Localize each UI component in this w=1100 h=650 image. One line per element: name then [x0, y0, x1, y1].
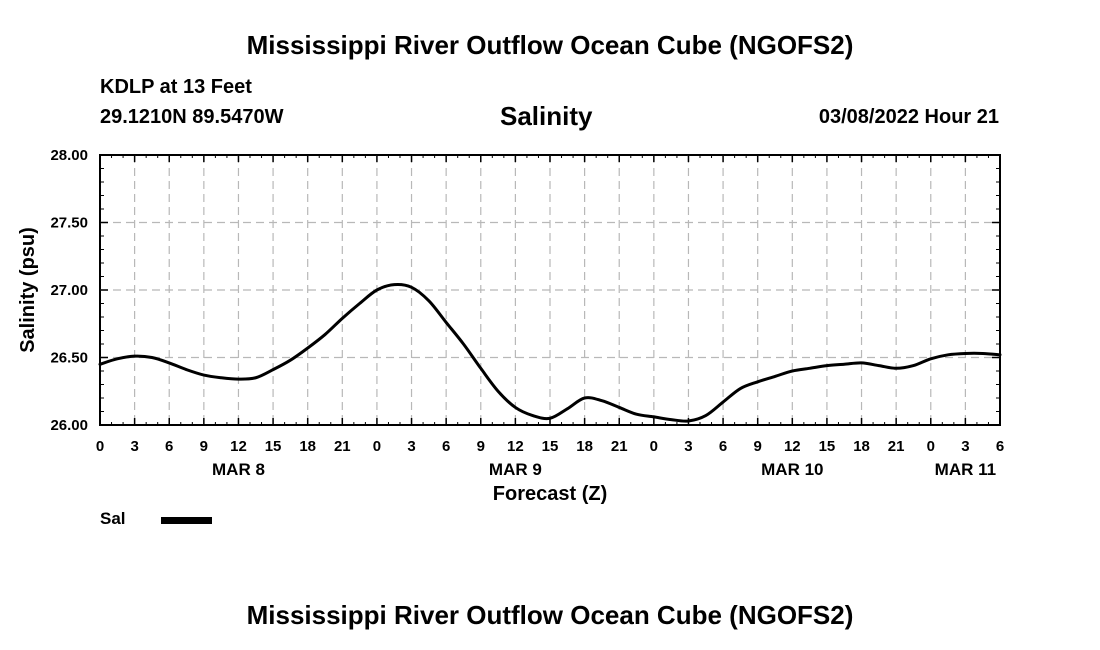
date-label: MAR 11 — [935, 460, 996, 479]
x-tick-label: 3 — [684, 438, 692, 455]
y-tick-label: 27.00 — [50, 282, 88, 299]
date-label: MAR 10 — [761, 460, 823, 479]
legend-line-swatch — [161, 517, 212, 524]
x-tick-label: 18 — [853, 438, 870, 455]
x-tick-label: 18 — [576, 438, 593, 455]
x-tick-label: 0 — [373, 438, 381, 455]
x-tick-label: 9 — [477, 438, 485, 455]
tick-layer — [99, 154, 1001, 426]
legend-label: Sal — [100, 509, 126, 528]
x-tick-label: 21 — [611, 438, 628, 455]
station-label: KDLP at 13 Feet — [100, 76, 252, 98]
x-tick-label: 0 — [96, 438, 104, 455]
x-tick-label: 3 — [130, 438, 138, 455]
x-tick-label: 9 — [200, 438, 208, 455]
x-tick-label: 21 — [888, 438, 905, 455]
x-tick-label: 3 — [407, 438, 415, 455]
x-tick-label: 15 — [819, 438, 836, 455]
y-tick-label: 26.00 — [50, 417, 88, 434]
x-tick-label: 15 — [542, 438, 559, 455]
axis-labels-layer: 0 3 6 9 12 15 18 21 0 3 6 9 12 15 18 21 0 3 6 9 12 15 18 21 0 3 6 2… — [50, 147, 1004, 479]
x-tick-label: 6 — [719, 438, 727, 455]
x-tick-label: 9 — [754, 438, 762, 455]
x-tick-label: 6 — [996, 438, 1004, 455]
x-tick-label: 3 — [961, 438, 969, 455]
x-tick-label: 12 — [230, 438, 247, 455]
y-axis-label: Salinity (psu) — [17, 227, 39, 353]
y-tick-label: 27.50 — [50, 215, 88, 232]
x-tick-label: 21 — [334, 438, 351, 455]
x-axis-label: Forecast (Z) — [493, 483, 607, 505]
x-tick-label: 0 — [927, 438, 935, 455]
y-tick-label: 28.00 — [50, 147, 88, 164]
x-tick-label: 6 — [165, 438, 173, 455]
y-tick-label: 26.50 — [50, 350, 88, 367]
x-tick-label: 12 — [784, 438, 801, 455]
forecast-timestamp: 03/08/2022 Hour 21 — [818, 106, 999, 128]
chart-title-bottom: Mississippi River Outflow Ocean Cube (NG… — [246, 600, 854, 630]
x-tick-label: 6 — [442, 438, 450, 455]
station-coordinates: 29.1210N 89.5470W — [100, 106, 284, 128]
chart-title-top: Mississippi River Outflow Ocean Cube (NG… — [246, 30, 854, 60]
x-tick-label: 15 — [265, 438, 282, 455]
x-tick-label: 0 — [650, 438, 658, 455]
x-tick-label: 12 — [507, 438, 524, 455]
variable-title: Salinity — [500, 101, 593, 131]
grid-layer — [100, 155, 1000, 425]
date-label: MAR 9 — [489, 460, 542, 479]
date-label: MAR 8 — [212, 460, 265, 479]
salinity-series-line — [98, 282, 1002, 423]
x-tick-label: 18 — [299, 438, 316, 455]
